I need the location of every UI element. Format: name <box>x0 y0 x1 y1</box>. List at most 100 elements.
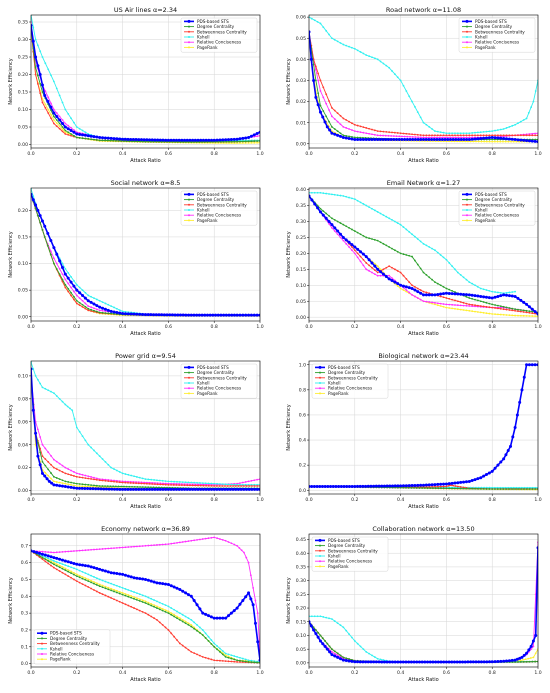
data-point <box>525 311 528 314</box>
data-point <box>101 584 104 587</box>
data-point <box>152 486 155 489</box>
data-point <box>336 120 339 123</box>
data-point <box>345 225 348 228</box>
data-point <box>348 196 350 199</box>
data-point <box>533 363 537 367</box>
data-point <box>204 612 208 616</box>
data-point <box>135 482 137 485</box>
data-point <box>247 659 250 662</box>
data-point <box>482 134 485 137</box>
data-point <box>448 262 451 264</box>
data-point <box>471 305 474 308</box>
data-point <box>253 487 257 491</box>
data-point <box>156 600 158 603</box>
y-tick-label: 0.15 <box>296 619 306 625</box>
legend-label: Degree Centrality <box>475 24 513 29</box>
data-point <box>490 296 494 300</box>
data-point <box>118 600 121 603</box>
data-point <box>364 255 368 259</box>
data-point <box>427 483 431 487</box>
data-point <box>473 478 477 482</box>
data-point <box>458 140 461 143</box>
data-point <box>405 278 408 280</box>
data-point <box>324 640 326 642</box>
legend-box <box>311 363 389 399</box>
data-point <box>152 140 155 143</box>
data-point <box>136 140 139 143</box>
data-point <box>39 92 42 95</box>
data-point <box>422 293 425 297</box>
data-point <box>350 659 354 663</box>
data-point <box>487 471 491 475</box>
data-point <box>201 656 204 658</box>
data-point <box>196 624 198 626</box>
data-point <box>517 314 519 317</box>
data-point <box>457 136 460 139</box>
data-point <box>138 545 141 548</box>
data-point <box>64 480 67 483</box>
x-tick-label: 0.0 <box>305 151 312 157</box>
data-point <box>90 446 93 449</box>
data-point <box>154 313 158 317</box>
data-point <box>147 603 150 606</box>
data-point <box>197 313 201 317</box>
data-point <box>388 66 391 69</box>
data-point <box>43 236 46 238</box>
data-point <box>112 310 116 314</box>
data-point <box>141 312 145 316</box>
data-point <box>53 119 55 121</box>
data-point <box>408 291 411 294</box>
data-point <box>221 483 224 486</box>
y-tick-label: 0.6 <box>299 413 306 419</box>
x-axis-label: Attack Ratio <box>408 504 438 510</box>
data-point <box>233 140 236 143</box>
data-point <box>69 561 73 565</box>
data-point <box>515 413 519 417</box>
data-point <box>70 572 72 575</box>
data-point <box>316 103 320 107</box>
data-point <box>512 486 515 489</box>
data-point <box>41 228 44 231</box>
data-point <box>39 82 42 85</box>
data-point <box>71 409 74 412</box>
plot-frame <box>308 533 539 668</box>
y-tick-label: 0.10 <box>296 633 306 639</box>
data-point <box>210 482 213 485</box>
data-point <box>322 192 325 195</box>
y-tick-label: 0.25 <box>296 592 306 598</box>
data-point <box>442 303 445 305</box>
data-point <box>382 659 385 661</box>
data-point <box>423 487 426 489</box>
data-point <box>499 307 502 310</box>
data-point <box>522 300 526 304</box>
data-point <box>399 660 403 664</box>
data-point <box>499 140 502 143</box>
data-point <box>55 115 59 118</box>
legend-label: Betweenness Centrality <box>475 202 525 207</box>
data-point <box>323 120 327 124</box>
data-point <box>336 654 339 657</box>
data-point <box>314 65 317 68</box>
series-3 <box>309 191 516 295</box>
data-point <box>439 284 442 287</box>
data-point <box>112 571 116 575</box>
data-point <box>482 474 486 478</box>
data-point <box>117 485 120 488</box>
data-point <box>382 268 385 271</box>
data-point <box>251 603 255 607</box>
data-point <box>93 138 95 141</box>
legend-label: PageRank <box>328 391 349 396</box>
data-point <box>396 250 399 253</box>
data-point <box>44 556 47 559</box>
data-point <box>113 468 115 470</box>
y-tick-label: 0.10 <box>18 374 28 380</box>
legend-box <box>458 17 536 53</box>
data-point <box>70 134 72 137</box>
data-point <box>493 140 496 143</box>
data-point <box>384 275 388 279</box>
data-point <box>101 548 104 550</box>
data-point <box>310 484 314 488</box>
legend-marker <box>465 192 469 196</box>
data-point <box>474 131 476 134</box>
data-point <box>431 247 433 250</box>
